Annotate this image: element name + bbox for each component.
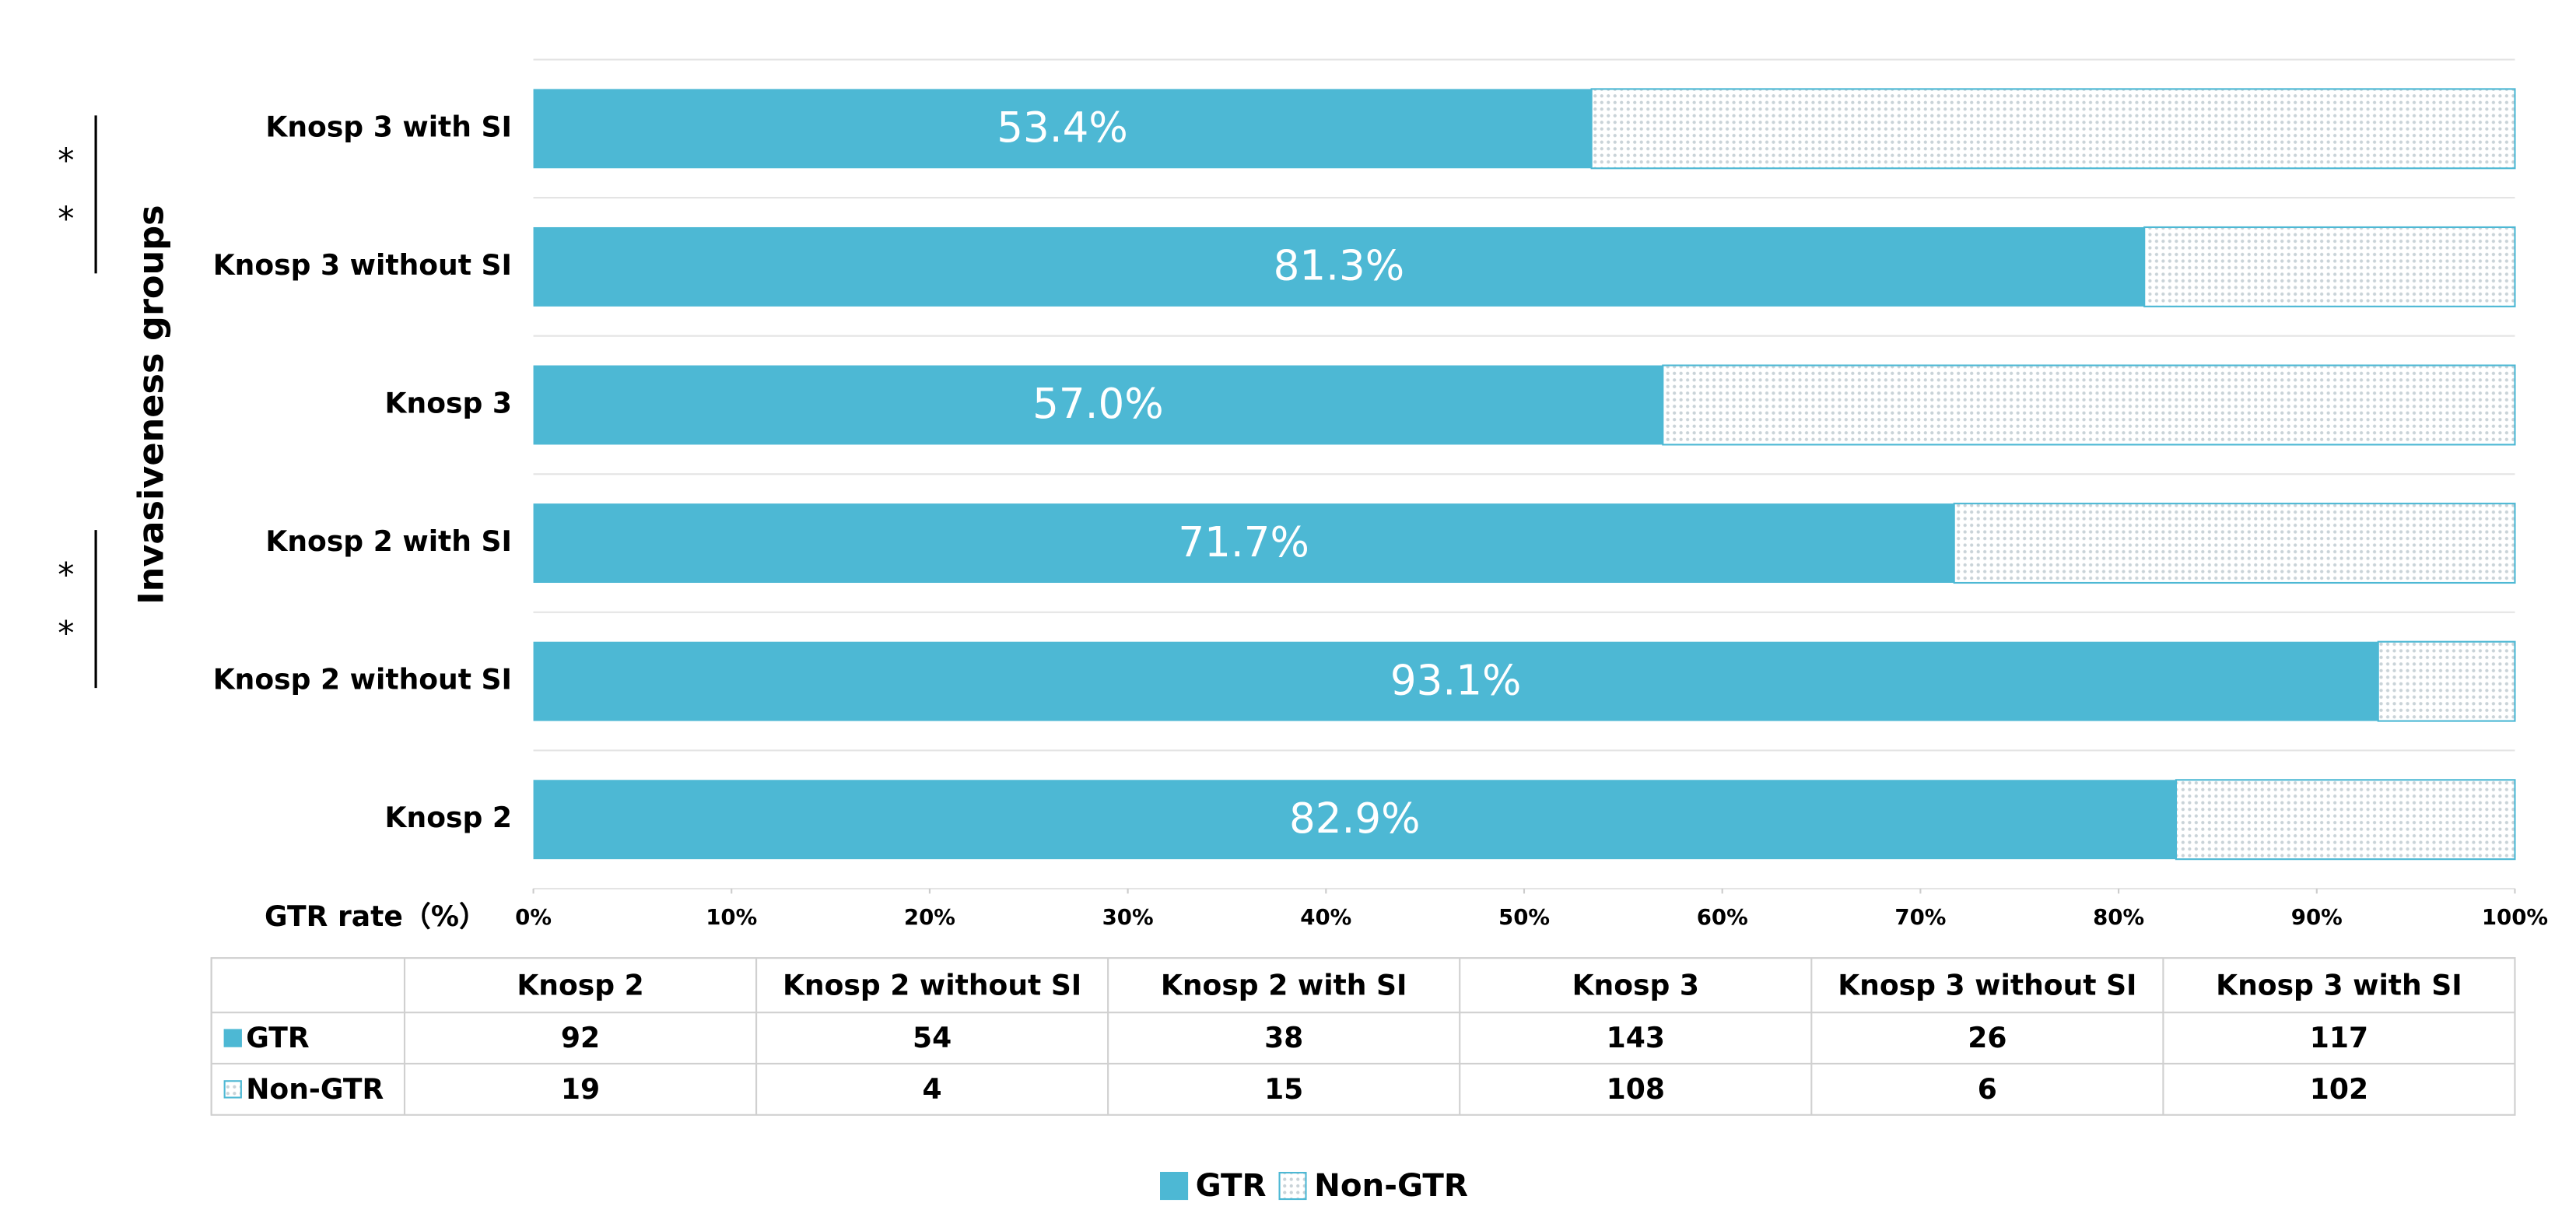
table-header: Knosp 3	[1572, 969, 1699, 1001]
bar-segment	[2175, 779, 2516, 861]
value-label: 71.7%	[1178, 518, 1309, 566]
x-tick-label: 70%	[1894, 904, 1946, 930]
x-tick-label: 50%	[1498, 904, 1550, 930]
category-label: Knosp 2 without SI	[213, 664, 512, 696]
table-cell: 102	[2310, 1073, 2368, 1106]
table-cell: 6	[1978, 1073, 1997, 1106]
x-tick-label: 100%	[2482, 904, 2548, 930]
bar-segment	[1590, 88, 2516, 170]
value-label: 81.3%	[1274, 242, 1405, 290]
table-header: Knosp 3 with SI	[2216, 969, 2462, 1001]
legend-label: GTR	[1196, 1167, 1267, 1204]
bar-segment	[1953, 503, 2516, 584]
table-cell: 117	[2310, 1022, 2368, 1054]
x-tick-label: 30%	[1102, 904, 1154, 930]
x-tick-label: 20%	[904, 904, 955, 930]
table-header: Knosp 3 without SI	[1838, 969, 2136, 1001]
value-label: 93.1%	[1390, 656, 1522, 704]
x-axis-title: GTR rate（%）	[265, 900, 487, 933]
table-cell: 143	[1607, 1022, 1665, 1054]
category-label: Knosp 3 without SI	[213, 249, 512, 282]
value-label: 53.4%	[997, 103, 1128, 152]
table-cell: 4	[923, 1073, 942, 1106]
x-tick-label: 60%	[1697, 904, 1748, 930]
table-row-label: GTR	[246, 1022, 310, 1054]
category-label: Knosp 2	[385, 801, 512, 834]
bar-segment	[2143, 226, 2516, 307]
table-row-label: Non-GTR	[246, 1073, 384, 1106]
legend-key	[1278, 1172, 1307, 1201]
x-tick-label: 90%	[2291, 904, 2343, 930]
bar-segment	[533, 503, 1954, 584]
bar-segment	[1662, 364, 2516, 446]
table-header: Knosp 2	[517, 969, 643, 1001]
category-label: Knosp 3	[385, 387, 512, 419]
value-label: 57.0%	[1032, 380, 1164, 428]
x-tick-label: 0%	[515, 904, 552, 930]
x-tick-label: 10%	[706, 904, 757, 930]
bar-segment	[533, 641, 2378, 721]
table-legend-key	[223, 1080, 242, 1099]
table-cell: 108	[1607, 1073, 1665, 1106]
significance-mark: *	[58, 616, 74, 654]
table-cell: 26	[1968, 1022, 2006, 1054]
legend-key	[1160, 1172, 1189, 1201]
y-axis-title: Invasiveness groups	[131, 205, 171, 605]
significance-mark: *	[58, 556, 74, 594]
table-legend-key	[223, 1029, 242, 1047]
bar-segment	[533, 226, 2145, 307]
table-cell: 92	[561, 1022, 600, 1054]
bar-segment	[533, 365, 1663, 445]
table-cell: 15	[1264, 1073, 1303, 1106]
bar-segment	[2377, 640, 2516, 722]
significance-mark: *	[58, 201, 74, 239]
table-header: Knosp 2 without SI	[783, 969, 1081, 1001]
table-cell: 38	[1264, 1022, 1303, 1054]
category-label: Knosp 2 with SI	[265, 525, 512, 558]
category-label: Knosp 3 with SI	[265, 110, 512, 143]
table-header: Knosp 2 with SI	[1161, 969, 1407, 1001]
value-label: 82.9%	[1289, 794, 1421, 843]
bar-segment	[533, 89, 1592, 169]
x-tick-label: 80%	[2093, 904, 2144, 930]
significance-mark: *	[58, 142, 74, 181]
table-cell: 54	[913, 1022, 952, 1054]
x-tick-label: 40%	[1300, 904, 1351, 930]
legend-label: Non-GTR	[1314, 1167, 1468, 1204]
table-cell: 19	[561, 1073, 600, 1106]
bar-segment	[533, 780, 2176, 860]
